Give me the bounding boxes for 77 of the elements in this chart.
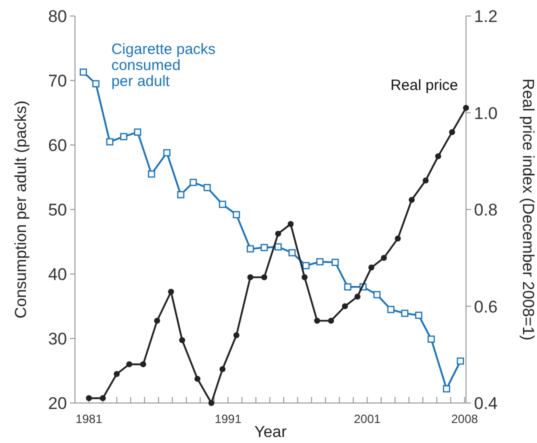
point <box>86 395 92 402</box>
point <box>190 178 197 186</box>
point <box>274 243 282 251</box>
point <box>92 80 100 88</box>
point <box>134 128 142 136</box>
point <box>126 361 132 368</box>
point <box>288 221 294 228</box>
point <box>233 332 240 338</box>
point <box>387 306 394 314</box>
point <box>394 236 401 242</box>
point <box>218 200 226 208</box>
y2-axis-title: Real price index (December 2008=1) <box>519 78 536 340</box>
y2-tick-label: 0.4 <box>474 394 498 413</box>
point <box>316 258 324 266</box>
point <box>314 318 320 324</box>
x-tick-label: 2008 <box>451 412 478 426</box>
point <box>232 211 240 218</box>
point <box>114 370 120 377</box>
point <box>368 264 374 271</box>
point <box>456 357 464 365</box>
y-tick-label: 40 <box>48 265 67 284</box>
point <box>415 312 422 319</box>
point <box>302 274 308 280</box>
point <box>463 104 469 111</box>
point <box>288 249 296 256</box>
x-tick-label: 2001 <box>354 412 381 426</box>
point <box>373 291 381 298</box>
point <box>154 318 160 324</box>
point <box>261 274 268 280</box>
point <box>260 244 268 252</box>
y2-tick-label: 1.0 <box>474 104 498 123</box>
y-tick-label: 60 <box>48 136 67 155</box>
point <box>100 395 106 402</box>
y2-tick-label: 0.6 <box>474 297 498 316</box>
y-tick-label: 50 <box>48 200 67 220</box>
point <box>247 274 254 280</box>
series-label: Cigarette packs consumed per adult <box>111 41 216 90</box>
point <box>168 288 174 295</box>
point <box>422 177 429 184</box>
point <box>275 230 282 237</box>
x-axis-title: Year <box>254 424 288 441</box>
point <box>194 376 200 382</box>
point <box>435 153 442 160</box>
point <box>148 170 156 178</box>
point <box>401 310 408 317</box>
point <box>302 262 310 270</box>
point <box>449 129 456 136</box>
point <box>246 245 254 252</box>
point <box>342 303 348 310</box>
point <box>408 196 415 203</box>
x-tick-label: 1991 <box>214 412 242 426</box>
y2-tick-label: 0.8 <box>474 200 498 220</box>
x-tick-label: 1981 <box>76 412 103 426</box>
point <box>179 337 186 344</box>
point <box>328 318 334 324</box>
point <box>106 138 114 146</box>
y-tick-label: 20 <box>48 394 67 413</box>
point <box>332 258 339 266</box>
point <box>354 294 360 300</box>
y-tick-label: 80 <box>48 7 67 26</box>
point <box>380 254 387 261</box>
y-axis-title: Consumption per adult (packs) <box>13 100 30 318</box>
point <box>442 385 450 392</box>
y2-tick-label: 1.2 <box>474 7 498 26</box>
point <box>120 133 128 140</box>
point <box>219 366 226 372</box>
series-label: Real price <box>390 76 458 94</box>
y-tick-label: 30 <box>48 330 67 348</box>
point <box>80 68 87 76</box>
point <box>204 184 211 192</box>
point <box>177 191 184 198</box>
point <box>208 400 214 406</box>
point <box>140 361 146 368</box>
point <box>428 336 435 343</box>
point <box>344 283 352 290</box>
y-tick-label: 70 <box>48 72 67 90</box>
point <box>163 149 170 156</box>
